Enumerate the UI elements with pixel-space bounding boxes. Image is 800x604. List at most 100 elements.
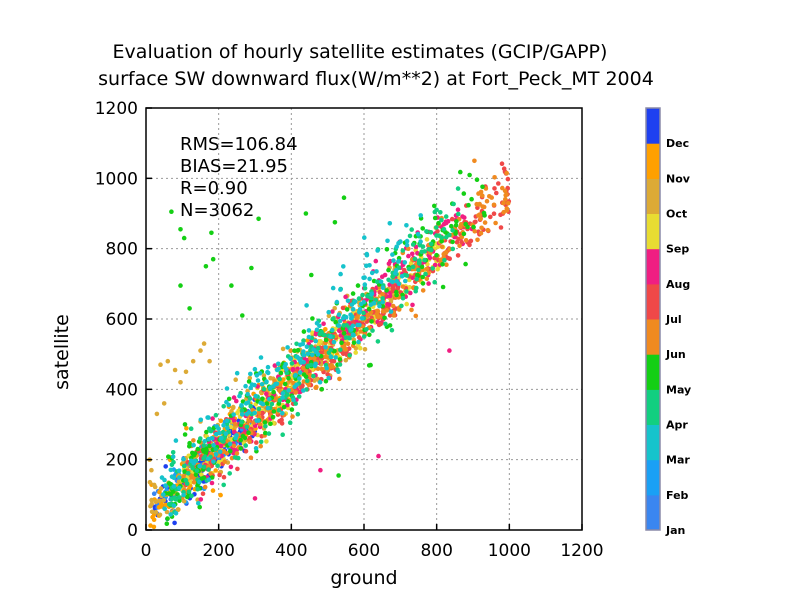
data-point xyxy=(404,238,410,244)
data-point xyxy=(198,417,204,423)
data-point xyxy=(406,246,411,251)
data-point xyxy=(378,279,384,285)
data-point xyxy=(480,184,485,190)
data-point xyxy=(183,477,189,483)
y-tick-label: 200 xyxy=(106,451,138,471)
data-point xyxy=(164,521,170,526)
data-point xyxy=(400,295,406,301)
data-point xyxy=(297,376,302,381)
data-point xyxy=(168,491,174,497)
data-point xyxy=(304,344,310,350)
legend-label-dec: Dec xyxy=(666,137,689,150)
data-point xyxy=(441,221,447,227)
data-point xyxy=(389,327,395,333)
data-point xyxy=(188,479,194,485)
data-point xyxy=(171,484,177,489)
data-point xyxy=(416,259,422,264)
data-point xyxy=(373,258,379,264)
data-point xyxy=(243,443,248,448)
data-point xyxy=(290,414,295,419)
data-point xyxy=(238,446,244,451)
data-point xyxy=(359,316,365,321)
data-point xyxy=(151,524,157,530)
data-point xyxy=(260,401,266,407)
data-point xyxy=(288,348,294,354)
data-point xyxy=(248,371,253,377)
data-point xyxy=(350,332,356,337)
data-point xyxy=(487,194,492,199)
data-point xyxy=(285,392,290,398)
data-point xyxy=(375,248,380,253)
data-point xyxy=(424,266,430,272)
data-point xyxy=(385,302,390,307)
data-point xyxy=(432,279,438,285)
data-point xyxy=(177,495,182,500)
data-point xyxy=(333,355,339,360)
data-point xyxy=(419,249,425,255)
data-point xyxy=(477,212,483,217)
data-point xyxy=(310,316,315,321)
data-point xyxy=(365,312,371,318)
data-point xyxy=(343,314,349,320)
data-point xyxy=(173,497,179,502)
data-point xyxy=(337,357,343,362)
data-point xyxy=(476,202,482,207)
data-point xyxy=(336,323,342,328)
data-point xyxy=(466,202,471,208)
data-point xyxy=(233,377,238,383)
data-point xyxy=(215,463,220,469)
data-point xyxy=(375,309,381,314)
data-point xyxy=(357,345,363,351)
colorbar-segment-dec xyxy=(646,108,660,144)
data-point xyxy=(149,467,154,473)
data-point xyxy=(201,443,206,448)
data-point xyxy=(196,501,201,506)
data-point xyxy=(198,497,204,502)
data-point xyxy=(375,314,380,320)
data-point xyxy=(149,497,154,503)
data-point xyxy=(505,176,511,182)
data-point xyxy=(498,225,504,230)
data-point xyxy=(280,410,285,416)
data-point xyxy=(390,274,396,279)
data-point xyxy=(404,289,409,294)
data-point xyxy=(377,303,382,309)
data-point xyxy=(225,425,230,431)
data-point xyxy=(286,375,291,381)
data-point xyxy=(261,373,267,378)
data-point xyxy=(322,332,327,338)
data-point xyxy=(478,230,484,236)
data-point xyxy=(190,358,196,364)
data-point xyxy=(380,291,385,297)
data-point xyxy=(284,367,289,372)
data-point xyxy=(280,395,285,400)
data-point xyxy=(355,322,360,328)
data-point xyxy=(338,287,343,292)
data-point xyxy=(260,396,265,402)
data-point xyxy=(243,401,249,406)
data-point xyxy=(450,228,455,233)
legend-label-aug: Aug xyxy=(666,278,690,291)
data-point xyxy=(406,253,411,259)
data-point xyxy=(166,481,172,486)
data-point xyxy=(434,252,439,258)
data-point xyxy=(315,366,321,372)
data-point xyxy=(239,403,244,408)
data-point xyxy=(191,438,196,443)
data-point xyxy=(224,399,229,405)
data-point xyxy=(385,238,390,244)
data-point xyxy=(313,385,319,391)
data-point xyxy=(457,243,462,249)
data-point xyxy=(178,283,183,288)
data-point xyxy=(412,256,418,262)
data-point xyxy=(332,306,338,311)
data-point xyxy=(199,472,204,477)
data-point xyxy=(352,299,358,304)
data-point xyxy=(334,299,340,305)
data-point xyxy=(362,347,368,352)
data-point xyxy=(375,339,381,344)
data-point xyxy=(469,196,474,202)
data-point xyxy=(198,436,203,441)
data-point xyxy=(247,396,253,401)
data-point xyxy=(301,349,306,354)
